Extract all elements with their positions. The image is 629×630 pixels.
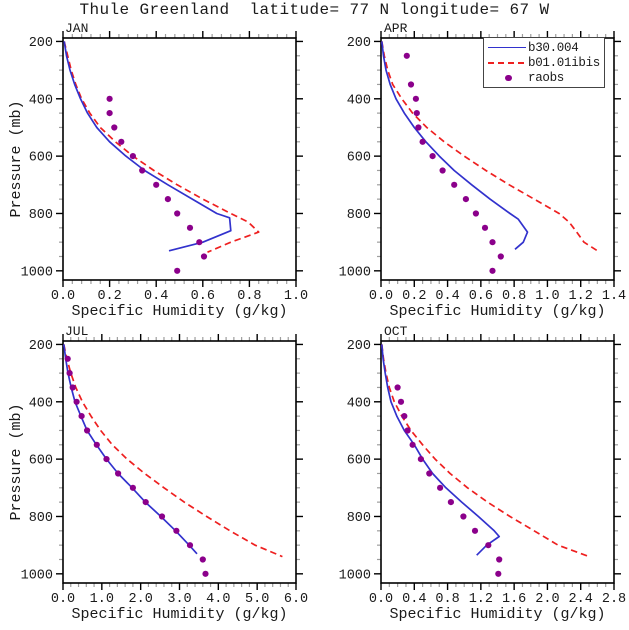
legend-item: raobs bbox=[484, 70, 604, 85]
svg-text:1.2: 1.2 bbox=[569, 289, 593, 304]
y-axis-title-row2: Pressure (mb) bbox=[8, 403, 25, 521]
x-axis-title-oct: Specific Humidity (g/kg) bbox=[389, 606, 606, 623]
svg-text:0.8: 0.8 bbox=[237, 289, 261, 304]
svg-text:600: 600 bbox=[347, 454, 371, 469]
svg-text:2.4: 2.4 bbox=[569, 592, 593, 607]
dashed-line-sample-icon bbox=[484, 55, 528, 70]
legend-item: b30.004 bbox=[484, 40, 604, 55]
svg-text:1000: 1000 bbox=[339, 568, 371, 583]
svg-text:0.6: 0.6 bbox=[469, 289, 493, 304]
svg-text:0.6: 0.6 bbox=[191, 289, 215, 304]
svg-text:0.8: 0.8 bbox=[435, 592, 459, 607]
panel-title-oct: OCT bbox=[384, 324, 408, 339]
svg-text:1.0: 1.0 bbox=[90, 592, 114, 607]
svg-text:600: 600 bbox=[29, 454, 53, 469]
svg-text:200: 200 bbox=[347, 36, 371, 51]
svg-text:200: 200 bbox=[29, 36, 53, 51]
svg-text:600: 600 bbox=[347, 151, 371, 166]
svg-text:0.4: 0.4 bbox=[402, 592, 426, 607]
solid-line-sample-icon bbox=[484, 40, 528, 55]
svg-text:800: 800 bbox=[347, 208, 371, 223]
legend-item-label: b01.01ibis bbox=[528, 55, 601, 70]
svg-text:2.0: 2.0 bbox=[535, 592, 559, 607]
svg-text:0.0: 0.0 bbox=[369, 592, 393, 607]
panel-title-jan: JAN bbox=[65, 21, 89, 36]
svg-text:1.2: 1.2 bbox=[469, 592, 493, 607]
legend-item: b01.01ibis bbox=[484, 55, 604, 70]
x-axis-title-jul: Specific Humidity (g/kg) bbox=[71, 606, 288, 623]
svg-text:1000: 1000 bbox=[21, 265, 53, 280]
svg-text:2.8: 2.8 bbox=[602, 592, 626, 607]
y-axis-title-row1: Pressure (mb) bbox=[8, 100, 25, 218]
svg-text:800: 800 bbox=[29, 511, 53, 526]
svg-text:600: 600 bbox=[29, 151, 53, 166]
panel-title-apr: APR bbox=[384, 21, 408, 36]
svg-text:800: 800 bbox=[347, 511, 371, 526]
svg-text:0.0: 0.0 bbox=[51, 289, 75, 304]
page-title: Thule Greenland latitude= 77 N longitude… bbox=[79, 1, 550, 19]
svg-text:4.0: 4.0 bbox=[206, 592, 230, 607]
legend-item-label: raobs bbox=[528, 70, 565, 85]
svg-text:400: 400 bbox=[347, 396, 371, 411]
svg-text:200: 200 bbox=[29, 339, 53, 354]
svg-text:400: 400 bbox=[29, 93, 53, 108]
svg-text:1000: 1000 bbox=[21, 568, 53, 583]
svg-text:1000: 1000 bbox=[339, 265, 371, 280]
svg-text:0.2: 0.2 bbox=[97, 289, 121, 304]
svg-text:3.0: 3.0 bbox=[167, 592, 191, 607]
svg-text:800: 800 bbox=[29, 208, 53, 223]
dot-sample-icon bbox=[484, 70, 528, 85]
chart-panel-apr: 0.0 0.2 0.4 0.6 0.8 1.0 1.2 1.4 200 400 600 800 1000 bbox=[339, 31, 626, 304]
svg-text:1.6: 1.6 bbox=[502, 592, 526, 607]
svg-text:2.0: 2.0 bbox=[129, 592, 153, 607]
svg-text:400: 400 bbox=[347, 93, 371, 108]
svg-text:0.8: 0.8 bbox=[502, 289, 526, 304]
svg-text:5.0: 5.0 bbox=[245, 592, 269, 607]
x-axis-title-jan: Specific Humidity (g/kg) bbox=[71, 303, 288, 320]
x-axis-title-apr: Specific Humidity (g/kg) bbox=[389, 303, 606, 320]
svg-text:0.4: 0.4 bbox=[144, 289, 168, 304]
svg-text:1.0: 1.0 bbox=[535, 289, 559, 304]
svg-text:0.2: 0.2 bbox=[402, 289, 426, 304]
svg-text:0.0: 0.0 bbox=[51, 592, 75, 607]
svg-text:400: 400 bbox=[29, 396, 53, 411]
svg-text:1.4: 1.4 bbox=[602, 289, 626, 304]
svg-text:200: 200 bbox=[347, 339, 371, 354]
legend-item-label: b30.004 bbox=[528, 40, 579, 55]
chart-panel-jul: 0.0 1.0 2.0 3.0 4.0 5.0 6.0 200 400 600 800 1000 bbox=[21, 334, 308, 607]
svg-text:6.0: 6.0 bbox=[284, 592, 308, 607]
legend: b30.004 b01.01ibis raobs bbox=[483, 37, 605, 88]
svg-text:0.4: 0.4 bbox=[435, 289, 459, 304]
chart-panel-oct: 0.0 0.4 0.8 1.2 1.6 2.0 2.4 2.8 200 400 600 800 1000 bbox=[339, 334, 626, 607]
panel-title-jul: JUL bbox=[65, 324, 89, 339]
svg-text:0.0: 0.0 bbox=[369, 289, 393, 304]
chart-panel-jan: 0.0 0.2 0.4 0.6 0.8 1.0 200 400 600 800 1000 bbox=[21, 31, 308, 304]
svg-text:1.0: 1.0 bbox=[284, 289, 308, 304]
